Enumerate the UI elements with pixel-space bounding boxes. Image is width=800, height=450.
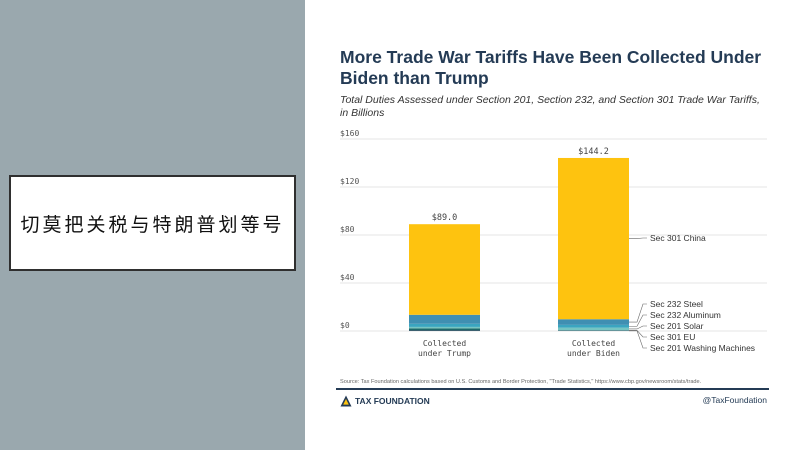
category-label: under Biden: [567, 349, 620, 358]
leader-line: [629, 314, 647, 327]
bar-segment: [558, 324, 629, 328]
leader-line: [629, 325, 647, 330]
bar-segment: [558, 319, 629, 325]
total-label: $144.2: [578, 147, 609, 157]
series-label: Sec 232 Steel: [650, 299, 703, 309]
brand-name: TAX FOUNDATION: [355, 396, 430, 406]
tax-foundation-logo-icon: [340, 395, 352, 407]
series-label: Sec 301 EU: [650, 332, 695, 342]
leader-line: [629, 330, 647, 338]
total-label: $89.0: [432, 213, 458, 223]
chart-title: More Trade War Tariffs Have Been Collect…: [340, 47, 762, 88]
bar-segment: [558, 157, 629, 320]
y-tick-label: $40: [340, 273, 355, 282]
chart-card: More Trade War Tariffs Have Been Collect…: [322, 38, 783, 412]
series-label: Sec 301 China: [650, 233, 706, 243]
bar-segment: [558, 327, 629, 331]
y-tick-label: $80: [340, 225, 355, 234]
leader-line: [629, 303, 647, 323]
series-label: Sec 232 Aluminum: [650, 310, 721, 320]
chart-subtitle: Total Duties Assessed under Section 201,…: [340, 94, 760, 119]
y-tick-label: $160: [340, 129, 359, 138]
source-note: Source: Tax Foundation calculations base…: [340, 379, 702, 385]
caption-text: 切莫把关税与特朗普划等号: [20, 213, 285, 236]
bar-segment: [409, 326, 480, 329]
y-tick-label: $120: [340, 177, 359, 186]
category-label: Collected: [423, 339, 467, 348]
bar-segment: [409, 330, 480, 331]
bar-segment: [409, 224, 480, 315]
footer-divider: [336, 388, 769, 390]
y-tick-label: $0: [340, 321, 350, 330]
bar-segment: [409, 323, 480, 327]
series-label: Sec 201 Solar: [650, 321, 704, 331]
leader-line: [629, 237, 647, 239]
social-handle: @TaxFoundation: [702, 395, 767, 405]
bar-segment: [409, 328, 480, 331]
left-panel: 切莫把关税与特朗普划等号: [0, 0, 305, 450]
category-label: Collected: [572, 339, 616, 348]
category-label: under Trump: [418, 349, 471, 358]
caption-box: 切莫把关税与特朗普划等号: [9, 175, 296, 271]
leader-line: [629, 330, 647, 349]
series-label: Sec 201 Washing Machines: [650, 343, 755, 353]
bar-segment: [409, 314, 480, 324]
brand-logo: TAX FOUNDATION: [340, 394, 430, 408]
